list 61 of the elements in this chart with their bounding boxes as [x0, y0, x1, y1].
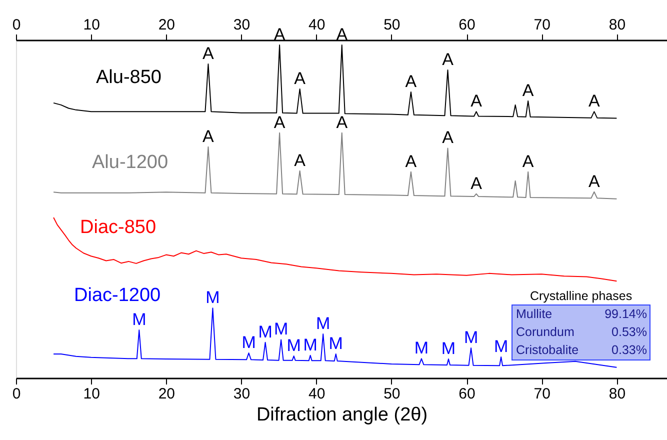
annotation: A: [470, 92, 483, 111]
x-axis-title: Difraction angle (2θ): [256, 404, 428, 426]
x-tick-label: 40: [308, 386, 326, 402]
annotation: 0.33%: [612, 343, 647, 357]
annotation: A: [588, 92, 600, 111]
annotation: M: [242, 333, 256, 352]
series-label: Diac-850: [80, 217, 156, 238]
annotation: Mullite: [516, 307, 552, 321]
annotation: A: [522, 152, 534, 171]
x-tick-label: 80: [608, 386, 626, 402]
x-tick-label: 70: [534, 386, 550, 402]
x-tick-label: 10: [83, 386, 100, 402]
annotation: A: [274, 24, 286, 44]
annotation: M: [286, 336, 301, 356]
annotation: A: [442, 128, 454, 148]
x-tick-label: 20: [158, 386, 176, 402]
annotation: A: [274, 112, 286, 132]
series-label: Alu-850: [96, 67, 162, 88]
annotation: Crystalline phases: [530, 289, 632, 303]
x-tick-label: 50: [384, 386, 400, 402]
x2-tick-label: 60: [458, 16, 476, 34]
annotation: M: [132, 310, 146, 330]
annotation: A: [336, 24, 348, 44]
annotation: A: [202, 126, 215, 146]
annotation: 99.14%: [604, 307, 647, 321]
x2-tick-label: 30: [233, 16, 250, 34]
annotation: M: [414, 338, 429, 358]
x2-tick-label: 20: [158, 16, 176, 34]
series-label: Alu-1200: [92, 152, 168, 173]
series-label: Diac-1200: [74, 285, 161, 306]
annotation: A: [442, 50, 454, 69]
annotation: M: [328, 334, 343, 354]
x-tick-label: 30: [233, 386, 250, 402]
annotation: Corundum: [516, 325, 574, 339]
x-tick-label: 60: [458, 386, 476, 402]
annotation: M: [206, 288, 220, 308]
x2-tick-label: 70: [534, 16, 550, 34]
annotation: A: [336, 112, 348, 132]
x2-tick-label: 40: [308, 16, 326, 34]
annotation: M: [464, 328, 478, 348]
annotation: M: [316, 314, 330, 334]
annotation: M: [303, 335, 318, 354]
annotation: 0.53%: [612, 325, 647, 339]
annotation: A: [294, 150, 306, 170]
annotation: M: [258, 322, 272, 342]
x2-tick-label: 0: [12, 16, 21, 34]
annotation: A: [405, 72, 418, 91]
annotation: Cristobalite: [516, 343, 579, 357]
annotation: A: [470, 174, 483, 193]
annotation: M: [274, 320, 288, 339]
annotation: A: [522, 80, 534, 100]
annotation: A: [405, 152, 418, 171]
annotation: M: [441, 339, 456, 358]
x-tick-label: 0: [12, 386, 21, 402]
x2-tick-label: 10: [83, 16, 100, 34]
x2-tick-label: 80: [608, 16, 626, 34]
annotation: A: [588, 172, 600, 191]
annotation: A: [202, 44, 215, 63]
x2-tick-label: 50: [384, 16, 400, 34]
annotation: M: [494, 337, 508, 356]
annotation: A: [294, 68, 306, 88]
